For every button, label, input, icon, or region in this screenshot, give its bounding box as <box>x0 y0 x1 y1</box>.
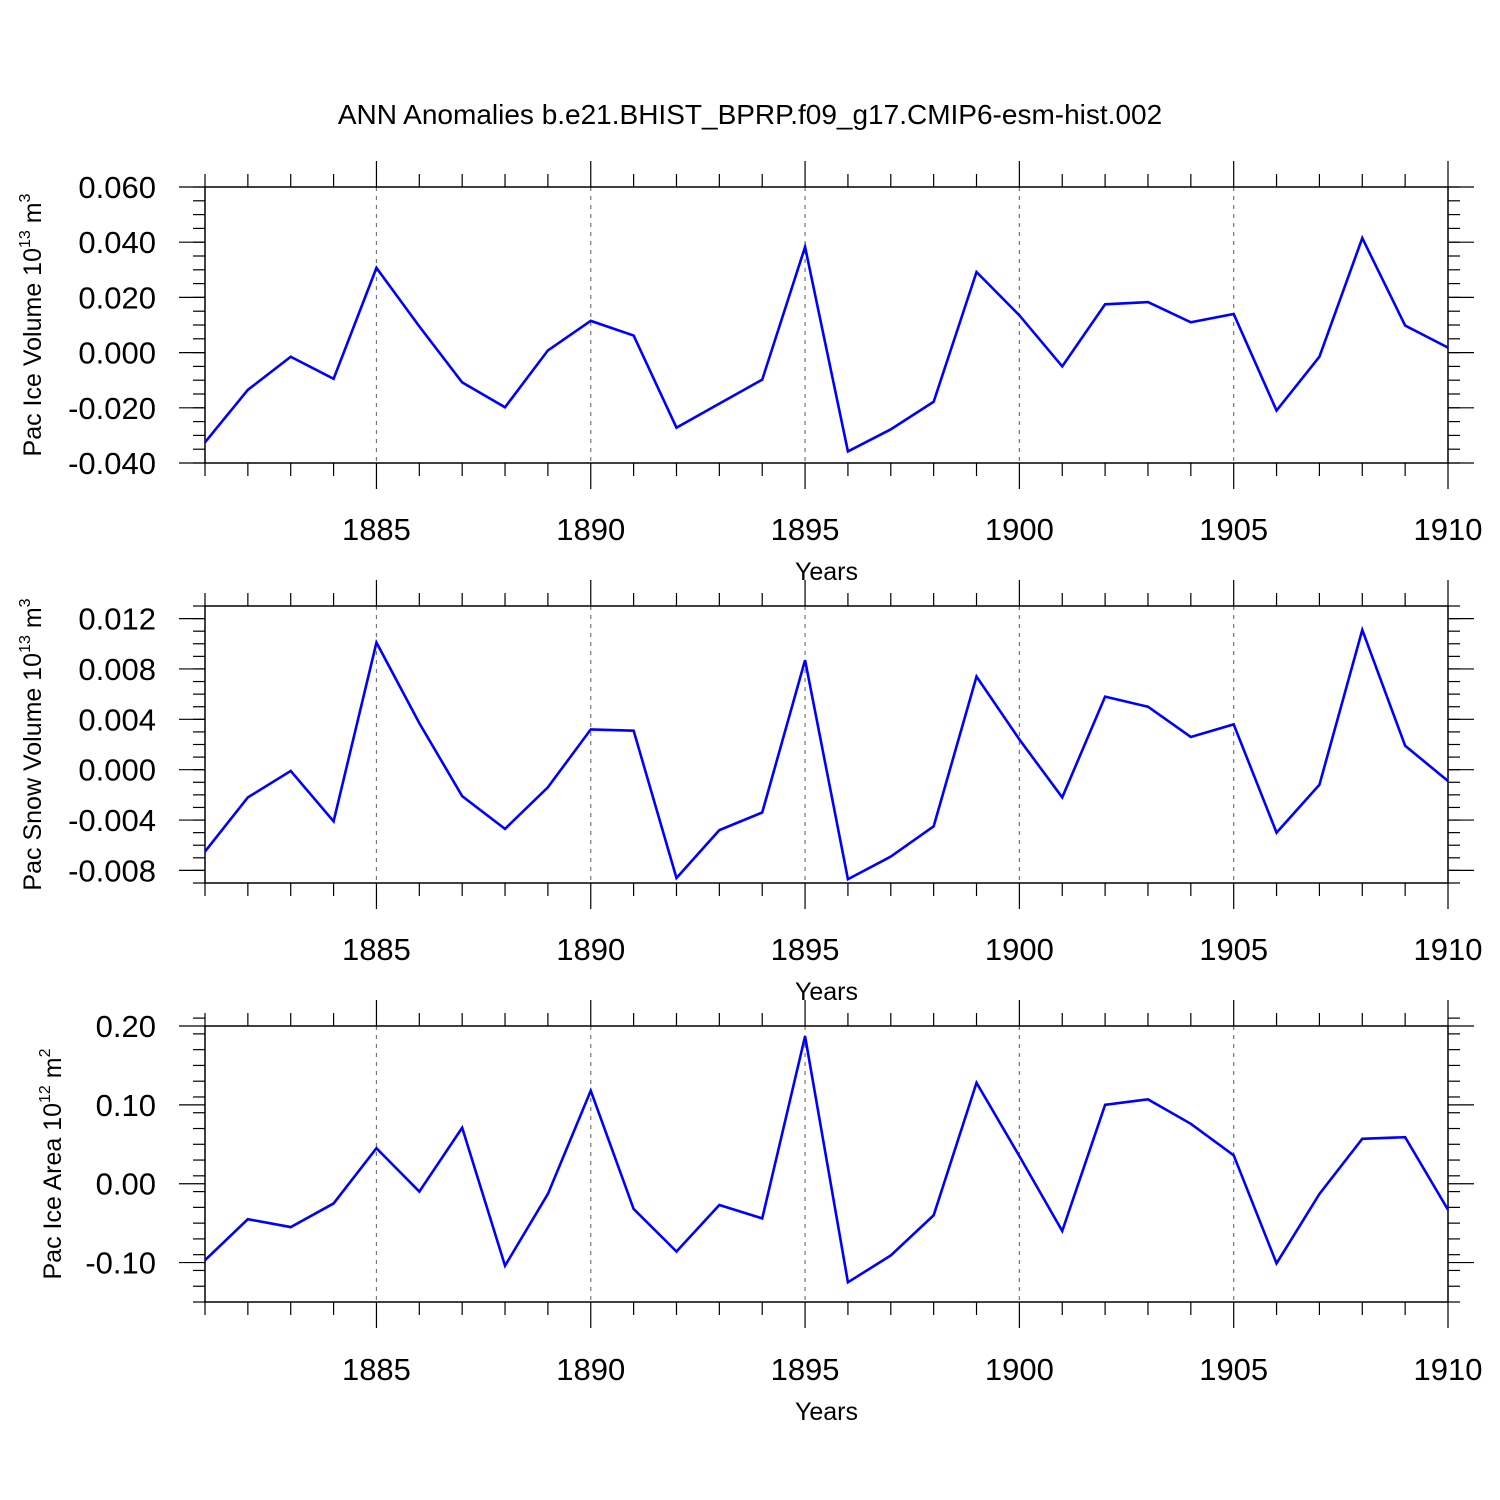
x-tick-label: 1900 <box>985 932 1054 967</box>
x-tick-label: 1885 <box>342 932 411 967</box>
x-tick-label: 1910 <box>1414 932 1483 967</box>
y-axis-label-superscript: 12 <box>37 1085 54 1103</box>
chart-panel-2: -0.008 -0.004 0.000 0.004 0.008 0.012 1885 1890… <box>17 580 1482 1006</box>
y-axis-label-superscript: 3 <box>17 598 34 607</box>
y-axis-label-superscript: 2 <box>37 1048 54 1057</box>
y-axis-label: Pac Snow Volume 1013 m3 <box>17 598 47 890</box>
y-tick-label: 0.060 <box>78 170 156 205</box>
y-tick-label: 0.004 <box>78 702 156 737</box>
x-tick-label: 1900 <box>985 1352 1054 1387</box>
x-tick-label: 1885 <box>342 512 411 547</box>
y-axis-label-superscript: 3 <box>17 193 34 202</box>
x-tick-label: 1895 <box>771 512 840 547</box>
y-axis-label: Pac Ice Volume 1013 m3 <box>17 193 47 456</box>
x-tick-label: 1890 <box>556 512 625 547</box>
y-tick-label: 0.00 <box>96 1167 156 1202</box>
y-axis-label-part: m <box>39 1057 67 1085</box>
y-axis-label-superscript: 13 <box>17 230 34 248</box>
chart-panel-3: -0.10 0.00 0.10 0.20 1885 1890 1895 1900 1905 191… <box>37 1000 1482 1426</box>
x-tick-label: 1905 <box>1199 1352 1268 1387</box>
y-tick-label: -0.020 <box>68 391 156 426</box>
y-tick-label: -0.004 <box>68 803 156 838</box>
y-tick-label: 0.012 <box>78 602 156 637</box>
y-tick-label: 0.040 <box>78 225 156 260</box>
x-axis-label: Years <box>795 978 858 1006</box>
x-axis-label: Years <box>795 1398 858 1426</box>
y-tick-label: -0.040 <box>68 446 156 481</box>
x-tick-label: 1905 <box>1199 932 1268 967</box>
y-axis-label-part: m <box>19 202 47 230</box>
figure-title: ANN Anomalies b.e21.BHIST_BPRP.f09_g17.C… <box>338 99 1162 130</box>
panels: -0.040 -0.020 0.000 0.020 0.040 0.060 1885 1890… <box>17 161 1482 1426</box>
y-tick-label: -0.10 <box>85 1246 156 1281</box>
x-tick-label: 1895 <box>771 1352 840 1387</box>
y-axis-label-superscript: 13 <box>17 635 34 653</box>
x-tick-label: 1890 <box>556 932 625 967</box>
chart-panel-1: -0.040 -0.020 0.000 0.020 0.040 0.060 1885 1890… <box>17 161 1482 586</box>
y-tick-label: 0.000 <box>78 336 156 371</box>
y-axis-label-part: Pac Ice Area 10 <box>39 1103 67 1280</box>
x-tick-label: 1900 <box>985 512 1054 547</box>
y-axis-label-part: Pac Snow Volume 10 <box>19 653 47 891</box>
x-tick-label: 1890 <box>556 1352 625 1387</box>
y-axis-label-part: Pac Ice Volume 10 <box>19 248 47 456</box>
x-tick-label: 1885 <box>342 1352 411 1387</box>
x-axis-label: Years <box>795 558 858 586</box>
y-tick-label: 0.20 <box>96 1009 156 1044</box>
x-tick-label: 1895 <box>771 932 840 967</box>
plot-frame <box>204 1025 1449 1303</box>
series-line <box>204 1035 1450 1285</box>
x-tick-label: 1905 <box>1199 512 1268 547</box>
y-tick-label: 0.000 <box>78 753 156 788</box>
plot-frame <box>204 186 1449 464</box>
x-tick-label: 1910 <box>1414 1352 1483 1387</box>
y-tick-label: 0.008 <box>78 652 156 687</box>
x-tick-label: 1910 <box>1414 512 1483 547</box>
series-line <box>203 625 1449 882</box>
y-tick-label: -0.008 <box>68 853 156 888</box>
y-tick-label: 0.10 <box>96 1088 156 1123</box>
y-axis-label-part: m <box>19 607 47 635</box>
plot-frame <box>204 605 1449 884</box>
y-tick-label: 0.020 <box>78 280 156 315</box>
series-line <box>203 234 1449 454</box>
y-axis-label: Pac Ice Area 1012 m2 <box>37 1048 67 1279</box>
